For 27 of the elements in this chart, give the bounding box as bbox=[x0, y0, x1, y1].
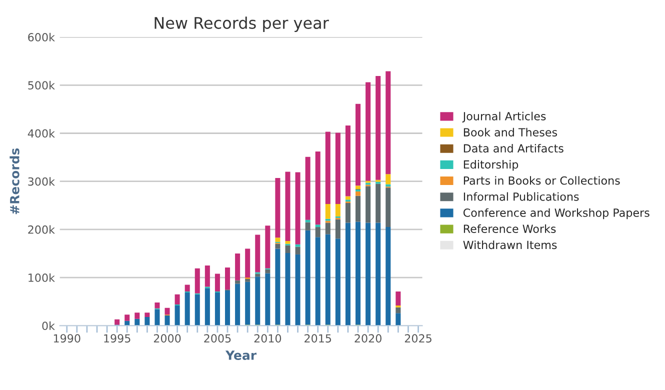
legend-label: Editorship bbox=[464, 160, 518, 171]
y-tick-label: 200k bbox=[28, 225, 55, 234]
y-tick-label: 100k bbox=[28, 273, 55, 282]
legend-label: Data and Artifacts bbox=[464, 144, 564, 153]
x-tick-label: 2005 bbox=[204, 334, 231, 343]
x-tick-label: 2025 bbox=[404, 334, 432, 343]
legend-label: Parts in Books or Collections bbox=[464, 176, 620, 185]
x-axis-title: Year bbox=[225, 350, 257, 360]
y-axis-title: #Records bbox=[10, 148, 20, 214]
legend-label: Informal Publications bbox=[464, 192, 579, 201]
y-tick-label: 300k bbox=[28, 177, 55, 186]
legend-label: Conference and Workshop Papers bbox=[463, 208, 650, 220]
x-tick-label: 2010 bbox=[254, 334, 282, 343]
legend-label: Book and Theses bbox=[464, 128, 558, 136]
legend-label: Reference Works bbox=[464, 224, 556, 234]
y-tick-label: 500k bbox=[28, 80, 55, 90]
y-tick-label: 0k bbox=[42, 321, 55, 330]
x-tick-label: 2000 bbox=[154, 334, 181, 343]
x-tick-label: 2015 bbox=[304, 334, 332, 343]
chart-title: New Records per year bbox=[154, 16, 329, 32]
x-tick-label: 1995 bbox=[104, 334, 130, 343]
x-tick-label: 1990 bbox=[54, 334, 80, 343]
y-tick-label: 600k bbox=[28, 32, 55, 42]
y-tick-label: 400k bbox=[28, 129, 55, 138]
legend-label: Journal Articles bbox=[462, 112, 546, 122]
legend-label: Withdrawn Items bbox=[463, 240, 557, 250]
x-tick-label: 2020 bbox=[354, 334, 382, 343]
